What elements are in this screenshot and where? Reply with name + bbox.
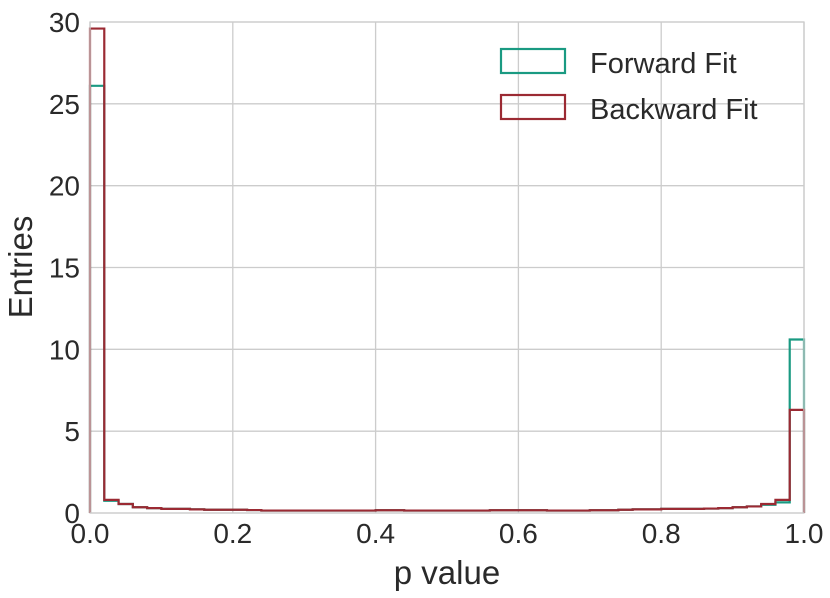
y-tick-label: 15 xyxy=(49,253,80,284)
series-layer xyxy=(88,27,806,513)
y-tick-label: 0 xyxy=(64,498,80,529)
plot-frame xyxy=(89,21,805,514)
y-tick-label: 25 xyxy=(49,89,80,120)
y-tick-label: 20 xyxy=(49,171,80,202)
x-axis-label: p value xyxy=(394,554,500,591)
x-tick-label: 0.2 xyxy=(213,518,252,549)
x-tick-label: 0.6 xyxy=(499,518,538,549)
x-tick-label: 1.0 xyxy=(785,518,824,549)
y-axis-label: Entries xyxy=(2,216,39,319)
tick-labels: 0.0 0.2 0.4 0.6 0.8 1.0 0 5 10 15 20 25 30 xyxy=(49,7,824,549)
y-tick-label: 5 xyxy=(64,416,80,447)
x-tick-label: 0.0 xyxy=(71,518,110,549)
axes-frame xyxy=(89,21,805,514)
x-tick-label: 0.8 xyxy=(642,518,681,549)
y-tick-label: 30 xyxy=(49,7,80,38)
grid-lines xyxy=(89,21,805,514)
y-tick-label: 10 xyxy=(49,334,80,365)
x-tick-label: 0.4 xyxy=(356,518,395,549)
legend-label-backward-fit: Backward Fit xyxy=(590,94,758,126)
legend: Forward Fit Backward Fit xyxy=(499,47,758,126)
legend-label-forward-fit: Forward Fit xyxy=(590,48,737,80)
legend-swatch-forward-fit xyxy=(499,47,567,75)
histogram-step-backward-fit xyxy=(88,27,806,513)
legend-swatch-backward-fit xyxy=(499,93,567,121)
